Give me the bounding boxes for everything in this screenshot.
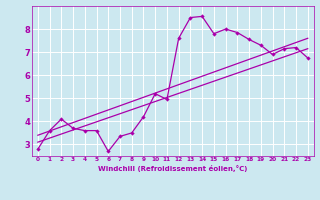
- X-axis label: Windchill (Refroidissement éolien,°C): Windchill (Refroidissement éolien,°C): [98, 165, 247, 172]
